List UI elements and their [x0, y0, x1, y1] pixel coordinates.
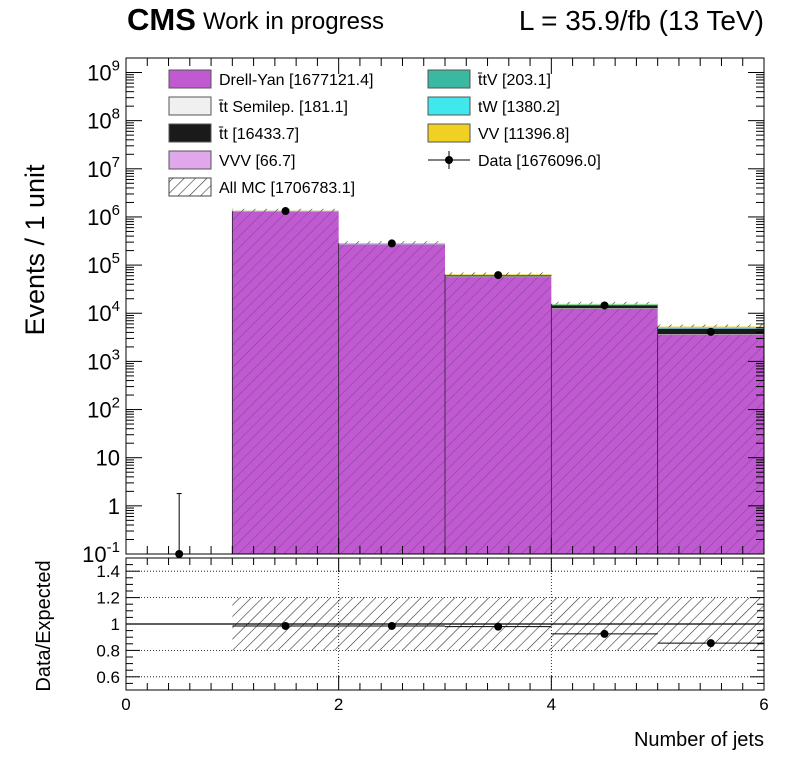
ratio-point-1	[387, 621, 396, 630]
ratio-y-tick-label-2: 1	[111, 615, 120, 634]
y-tick-label-7: 106	[87, 202, 120, 230]
legend-swatch-0	[168, 69, 212, 89]
ratio-y-axis-title: Data/Expected	[33, 560, 55, 691]
data-point-3	[494, 271, 503, 280]
x-tick-label-1: 2	[334, 695, 343, 714]
stack-bar-0-bin-4	[551, 308, 658, 554]
y-tick-label-10: 109	[87, 57, 120, 85]
stack-bar-0-bin-5	[657, 334, 764, 554]
x-tick-label-3: 6	[759, 695, 768, 714]
legend-swatch-2	[168, 123, 212, 143]
data-point-1	[281, 207, 290, 216]
x-axis-title: Number of jets	[634, 729, 764, 751]
legend-label-8: Data [1676096.0]	[478, 153, 601, 170]
ratio-y-tick-label-3: 1.2	[96, 589, 120, 608]
main-y-axis-title: Events / 1 unit	[20, 164, 50, 336]
y-tick-label-8: 107	[87, 154, 120, 182]
status-label: Work in progress	[203, 8, 384, 35]
stack-bar-0-bin-2	[338, 243, 445, 554]
data-point-2	[387, 239, 396, 248]
ratio-y-tick-label-1: 0.8	[96, 641, 120, 660]
y-tick-label-2: 10	[96, 446, 120, 471]
ratio-point-2	[494, 622, 503, 631]
legend-label-3: VVV [66.7]	[219, 153, 296, 170]
legend-label-5: t̄tV [203.1]	[477, 72, 551, 89]
data-point-5	[706, 327, 715, 336]
legend-label-6: tW [1380.2]	[478, 99, 560, 116]
y-tick-label-3: 102	[87, 395, 120, 423]
legend-label-7: VV [11396.8]	[478, 126, 569, 143]
ratio-y-tick-label-4: 1.4	[96, 562, 120, 581]
ratio-y-tick-label-0: 0.6	[96, 668, 120, 687]
legend-swatch-4	[168, 177, 212, 197]
ratio-point-0	[281, 621, 290, 630]
legend-data-marker	[445, 156, 453, 164]
legend-label-4: All MC [1706783.1]	[219, 180, 355, 197]
y-tick-label-6: 105	[87, 250, 120, 278]
y-tick-label-4: 103	[87, 346, 120, 374]
y-tick-label-1: 1	[108, 494, 120, 519]
experiment-label: CMS	[127, 2, 196, 37]
luminosity-label: L = 35.9/fb (13 TeV)	[518, 5, 764, 36]
legend-swatch-3	[168, 150, 212, 170]
legend-swatch-7	[427, 123, 471, 143]
stack-bar-5-bin-5	[657, 327, 764, 329]
legend-label-1: t̄t Semilep. [181.1]	[218, 99, 348, 116]
legend-label-2: t̄t [16433.7]	[218, 126, 299, 143]
x-tick-label-2: 4	[547, 695, 556, 714]
data-point-4	[600, 301, 609, 310]
y-tick-label-5: 104	[87, 298, 120, 326]
stack-bar-0-bin-1	[232, 210, 339, 555]
legend-swatch-1	[168, 96, 212, 116]
y-tick-label-0: 10-1	[82, 539, 120, 567]
x-tick-label-0: 0	[121, 695, 130, 714]
legend-swatch-5	[427, 69, 471, 89]
legend-label-0: Drell-Yan [1677121.4]	[219, 72, 373, 89]
ratio-point-3	[600, 629, 609, 638]
legend-swatch-6	[427, 96, 471, 116]
y-tick-label-9: 108	[87, 106, 120, 134]
stack-bar-0-bin-3	[445, 276, 552, 554]
mc-unc-band-5	[657, 324, 764, 328]
ratio-point-4	[706, 639, 715, 648]
